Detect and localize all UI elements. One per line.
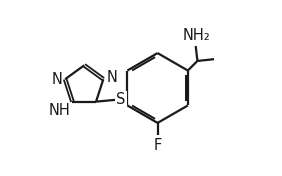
Text: S: S <box>116 92 125 107</box>
Text: NH₂: NH₂ <box>183 29 210 43</box>
Text: F: F <box>153 138 162 153</box>
Text: N: N <box>51 72 62 87</box>
Text: N: N <box>107 70 117 85</box>
Text: NH: NH <box>49 103 70 118</box>
